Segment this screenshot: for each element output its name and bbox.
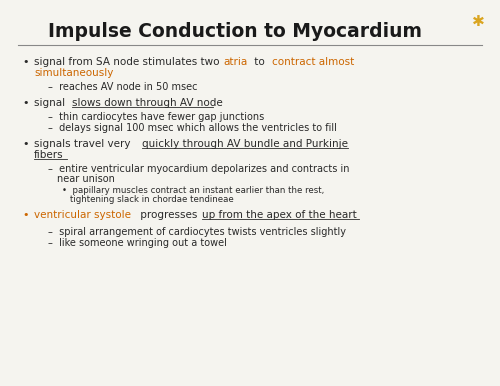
Text: –  like someone wringing out a towel: – like someone wringing out a towel: [48, 238, 227, 248]
Text: ventricular systole: ventricular systole: [34, 210, 131, 220]
Text: atria: atria: [224, 57, 248, 67]
Text: up from the apex of the heart: up from the apex of the heart: [202, 210, 356, 220]
Text: near unison: near unison: [57, 174, 115, 184]
Text: to: to: [250, 57, 268, 67]
Text: signal from SA node stimulates two: signal from SA node stimulates two: [34, 57, 223, 67]
Text: simultaneously: simultaneously: [34, 68, 114, 78]
Text: –  entire ventricular myocardium depolarizes and contracts in: – entire ventricular myocardium depolari…: [48, 164, 350, 174]
Text: •: •: [22, 210, 29, 220]
Text: signals travel very: signals travel very: [34, 139, 134, 149]
Text: tightening slack in chordae tendineae: tightening slack in chordae tendineae: [70, 195, 234, 204]
Text: –  spiral arrangement of cardiocytes twists ventricles slightly: – spiral arrangement of cardiocytes twis…: [48, 227, 346, 237]
Text: progresses: progresses: [137, 210, 200, 220]
Text: ✱: ✱: [472, 14, 484, 29]
Text: •  papillary muscles contract an instant earlier than the rest,: • papillary muscles contract an instant …: [62, 186, 324, 195]
Text: signal: signal: [34, 98, 68, 108]
Text: –  thin cardiocytes have fewer gap junctions: – thin cardiocytes have fewer gap juncti…: [48, 112, 264, 122]
Text: Impulse Conduction to Myocardium: Impulse Conduction to Myocardium: [48, 22, 422, 41]
Text: •: •: [22, 57, 29, 67]
Text: –  delays signal 100 msec which allows the ventricles to fill: – delays signal 100 msec which allows th…: [48, 123, 337, 133]
Text: fibers: fibers: [34, 150, 64, 160]
Text: slows down through AV node: slows down through AV node: [72, 98, 223, 108]
Text: quickly through AV bundle and Purkinje: quickly through AV bundle and Purkinje: [142, 139, 348, 149]
Text: contract almost: contract almost: [272, 57, 354, 67]
Text: –  reaches AV node in 50 msec: – reaches AV node in 50 msec: [48, 82, 198, 92]
Text: •: •: [22, 139, 29, 149]
Text: •: •: [22, 98, 29, 108]
